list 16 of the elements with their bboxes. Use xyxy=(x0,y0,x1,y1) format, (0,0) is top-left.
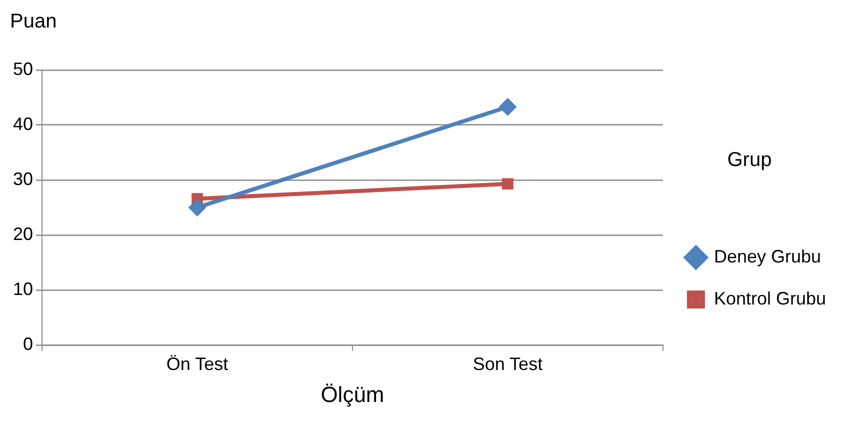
y-tick-label: 20 xyxy=(12,224,34,244)
y-tick-label: 50 xyxy=(12,58,34,79)
y-tick-label: 30 xyxy=(12,168,34,189)
y-axis-title: Puan xyxy=(10,10,57,33)
y-tick-label: 10 xyxy=(12,278,34,299)
y-tick-label: 40 xyxy=(12,114,34,134)
x-tick-label: Ön Test xyxy=(166,354,228,374)
point xyxy=(498,98,517,116)
legend-title: Grup xyxy=(727,149,772,172)
x-axis-title: Ölçüm xyxy=(320,382,384,407)
legend-label: Kontrol Grubu xyxy=(714,288,826,308)
point xyxy=(502,178,514,190)
point xyxy=(188,198,206,216)
legend-label: Deney Grubu xyxy=(714,246,821,266)
y-tick-label: 0 xyxy=(23,334,34,354)
x-tick-label: Son Test xyxy=(472,354,543,374)
